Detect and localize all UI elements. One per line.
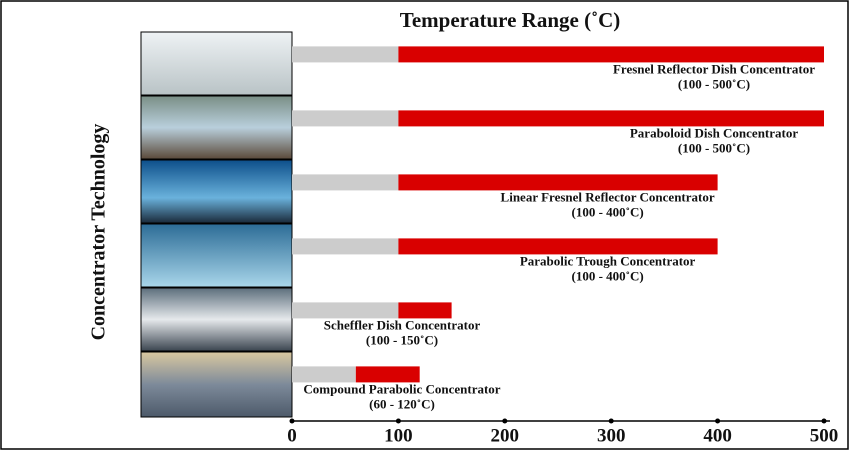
- category-label: Paraboloid Dish Concentrator: [630, 125, 799, 140]
- range-bar: [398, 110, 824, 127]
- range-bar: [398, 46, 824, 63]
- chart-title: Temperature Range (˚C): [400, 8, 620, 32]
- tick-mark: [289, 418, 295, 424]
- x-tick-label: 100: [384, 425, 413, 446]
- range-bar: [398, 238, 718, 255]
- base-bar: [292, 302, 399, 319]
- photo: [140, 31, 293, 96]
- value-label: (100 - 400˚C): [571, 268, 643, 283]
- x-tick-label: 500: [810, 425, 839, 446]
- photo: [140, 95, 293, 160]
- x-tick-label: 0: [287, 425, 297, 446]
- value-label: (100 - 150˚C): [366, 332, 438, 347]
- category-label: Fresnel Reflector Dish Concentrator: [613, 61, 815, 76]
- x-tick-label: 400: [703, 425, 732, 446]
- category-label: Parabolic Trough Concentrator: [520, 253, 696, 268]
- tick-mark: [821, 418, 827, 424]
- base-bar: [292, 366, 356, 383]
- value-label: (100 - 500˚C): [678, 76, 750, 91]
- base-bar: [292, 110, 399, 127]
- base-bar: [292, 238, 399, 255]
- value-label: (100 - 400˚C): [571, 204, 643, 219]
- photo: [140, 159, 293, 224]
- tick-mark: [608, 418, 614, 424]
- photo: [140, 351, 293, 418]
- range-bar: [398, 302, 452, 319]
- x-tick-label: 200: [491, 425, 520, 446]
- tick-mark: [502, 418, 508, 424]
- value-label: (100 - 500˚C): [678, 140, 750, 155]
- tick-mark: [395, 418, 401, 424]
- value-label: (60 - 120˚C): [369, 396, 435, 411]
- base-bar: [292, 46, 399, 63]
- photos: [140, 31, 293, 418]
- base-bar: [292, 174, 399, 191]
- category-label: Linear Fresnel Reflector Concentrator: [501, 189, 715, 204]
- tick-mark: [715, 418, 721, 424]
- photo: [140, 223, 293, 288]
- range-bar: [355, 366, 420, 383]
- category-label: Compound Parabolic Concentrator: [303, 381, 500, 396]
- category-label: Scheffler Dish Concentrator: [324, 317, 481, 332]
- range-bar: [398, 174, 718, 191]
- y-axis-label: Concentrator Technology: [88, 124, 110, 341]
- x-tick-label: 300: [597, 425, 626, 446]
- photo: [140, 287, 293, 352]
